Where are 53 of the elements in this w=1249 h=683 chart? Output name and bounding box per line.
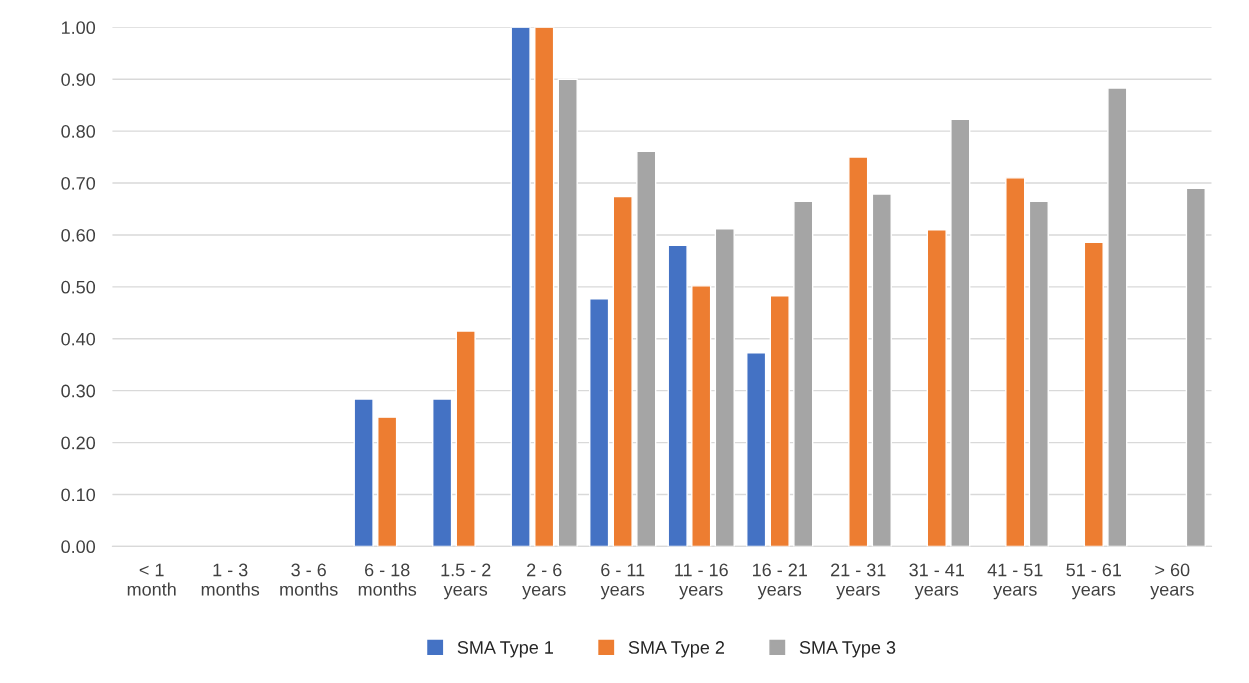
bar: [746, 352, 767, 547]
bar: [353, 398, 374, 547]
bar: [636, 150, 657, 547]
bar: [714, 228, 735, 547]
legend-label: SMA Type 2: [628, 641, 725, 658]
x-tick-label: < 1 month: [127, 563, 176, 596]
y-tick-label: 0.00: [61, 540, 96, 554]
bar: [612, 195, 633, 547]
legend-label: SMA Type 3: [799, 641, 896, 658]
bar: [691, 285, 712, 547]
x-tick-label: 16 - 21 years: [753, 563, 807, 600]
x-tick-label: 31 - 41 years: [909, 563, 964, 600]
x-tick-label: 1.5 - 2 years: [441, 563, 491, 600]
x-tick-label: 6 - 18 months: [358, 563, 417, 596]
bar: [432, 398, 453, 547]
bar: [950, 118, 971, 547]
bar: [926, 229, 947, 547]
bar: [1028, 200, 1049, 547]
bar: [1107, 87, 1128, 547]
y-tick-label: 0.40: [61, 332, 96, 346]
bar: [667, 244, 688, 547]
x-tick-label: > 60 years: [1150, 563, 1194, 600]
bar: [377, 416, 398, 547]
x-tick-label: 3 - 6 months: [280, 563, 338, 596]
x-tick-label: 6 - 11 years: [600, 563, 645, 600]
x-tick-label: 1 - 3 months: [201, 563, 260, 596]
bar: [510, 27, 531, 547]
bar: [1005, 177, 1026, 547]
x-tick-label: 11 - 16 years: [675, 563, 728, 600]
y-tick-label: 0.80: [61, 125, 96, 138]
y-tick-label: 0.10: [61, 488, 96, 502]
bar: [534, 27, 555, 547]
x-tick-label: 21 - 31 years: [831, 563, 886, 600]
y-tick-label: 0.90: [61, 73, 96, 86]
y-tick-label: 0.50: [61, 280, 96, 294]
bar: [871, 193, 892, 547]
y-tick-label: 1.00: [61, 21, 96, 35]
bar: [557, 78, 578, 547]
legend-label: SMA Type 1: [457, 641, 553, 658]
bar: [589, 298, 610, 547]
x-tick-label: 41 - 51 years: [987, 563, 1043, 600]
bar: [848, 156, 869, 547]
bar: [793, 200, 814, 547]
y-tick-label: 0.60: [61, 228, 96, 242]
x-tick-label: 51 - 61 years: [1066, 563, 1121, 600]
y-tick-label: 0.70: [61, 176, 96, 190]
bar: [1083, 241, 1104, 547]
bar: [455, 330, 476, 547]
x-tick-label: 2 - 6 years: [522, 563, 566, 600]
y-tick-label: 0.20: [61, 436, 96, 450]
bar: [769, 294, 790, 547]
bar: [1185, 187, 1206, 547]
y-tick-label: 0.30: [61, 384, 96, 398]
